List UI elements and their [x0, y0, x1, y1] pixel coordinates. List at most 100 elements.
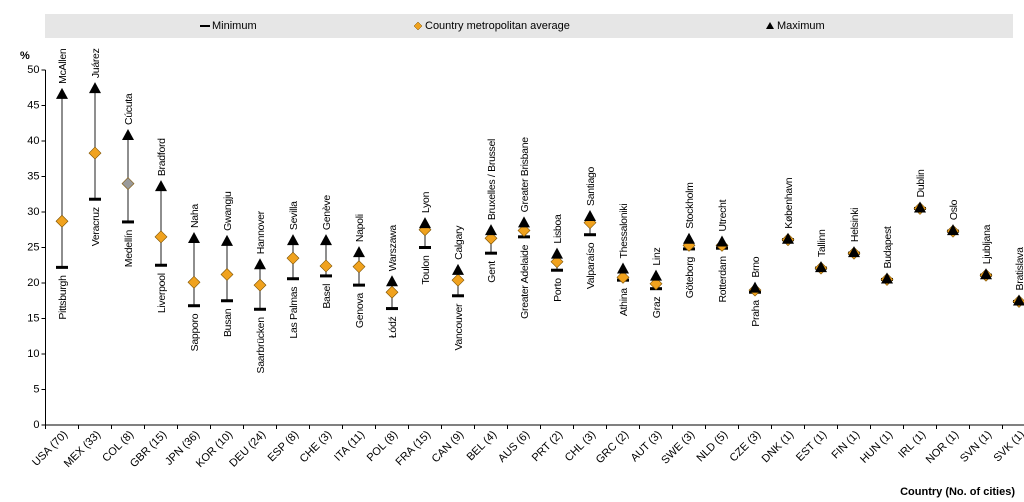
max-mark	[815, 261, 827, 273]
max-city-label: Sevilla	[288, 201, 300, 230]
max-mark	[518, 216, 530, 228]
max-city-label: Bratislava	[1014, 247, 1024, 291]
min-city-label: Vancouver	[453, 303, 465, 351]
min-mark	[155, 263, 167, 267]
max-mark	[56, 87, 68, 99]
min-city-label: Sapporo	[189, 313, 201, 351]
x-tick-label: NOR (1)	[924, 429, 961, 466]
avg-mark	[550, 255, 564, 269]
x-tick-label: GRC (2)	[594, 429, 631, 466]
avg-mark	[649, 277, 663, 291]
min-mark	[188, 304, 200, 308]
min-city-label: Greater Adelaide	[519, 244, 531, 318]
min-city-label: Veracruz	[90, 207, 102, 246]
avg-mark	[616, 270, 630, 284]
max-mark	[749, 281, 761, 293]
y-tick-label: 15	[27, 312, 39, 324]
min-mark	[551, 268, 563, 272]
max-city-label: Thessaloniki	[618, 204, 630, 259]
min-mark	[386, 307, 398, 311]
x-tick-label: CAN (9)	[430, 429, 467, 466]
max-mark	[122, 129, 134, 141]
max-mark	[89, 82, 101, 94]
max-city-label: Bruxelles / Brussel	[486, 139, 498, 220]
min-mark	[320, 274, 332, 278]
max-city-label: Juárez	[90, 48, 102, 78]
x-tick-label: FIN (1)	[829, 429, 862, 462]
min-mark	[254, 307, 266, 311]
avg-mark	[451, 273, 465, 287]
min-city-label: Praha	[750, 300, 762, 327]
max-mark	[353, 246, 365, 258]
x-tick-label: NLD (5)	[694, 429, 730, 465]
avg-mark	[253, 278, 267, 292]
x-tick-label: HUN (1)	[858, 429, 895, 466]
min-city-label: Las Palmas	[288, 287, 300, 339]
max-mark	[485, 224, 497, 236]
min-city-label: Pittsburgh	[57, 275, 69, 320]
max-city-label: Stockholm	[684, 182, 696, 229]
x-tick-label: CHE (3)	[298, 429, 335, 466]
avg-mark	[154, 230, 168, 244]
max-city-label: Bradford	[156, 138, 168, 176]
y-tick-label: 30	[27, 206, 39, 218]
max-city-label: Budapest	[882, 226, 894, 268]
max-city-label: Warszawa	[387, 225, 399, 272]
x-tick-label: SVK (1)	[991, 429, 1024, 465]
min-mark	[122, 220, 134, 224]
legend-label: Maximum	[777, 20, 825, 32]
x-tick-label: CZE (3)	[727, 429, 763, 465]
min-city-label: Athina	[618, 288, 630, 316]
max-city-label: Cúcuta	[123, 93, 135, 125]
avg-mark	[319, 259, 333, 273]
max-city-label: Lisboa	[552, 214, 564, 244]
max-mark	[584, 209, 596, 221]
max-mark	[650, 269, 662, 281]
max-mark	[1013, 294, 1024, 306]
x-tick-label: CHL (3)	[563, 429, 598, 464]
max-mark	[155, 180, 167, 192]
y-tick-label: 10	[27, 348, 39, 360]
max-mark	[551, 247, 563, 259]
y-tick-label: 45	[27, 99, 39, 111]
max-mark	[683, 232, 695, 244]
avg-mark	[517, 224, 531, 237]
avg-mark	[88, 146, 102, 160]
max-mark	[980, 268, 992, 280]
max-mark	[254, 258, 266, 270]
x-tick-label: SVN (1)	[958, 429, 994, 465]
x-tick-label: IRL (1)	[896, 429, 928, 461]
max-mark	[221, 234, 233, 246]
x-tick-label: BEL (4)	[465, 429, 500, 464]
max-mark	[188, 231, 200, 243]
min-mark	[419, 246, 431, 249]
max-city-label: Dublin	[915, 169, 927, 197]
min-mark	[89, 197, 101, 201]
min-city-label: Łódź	[387, 317, 399, 339]
min-city-label: Gent	[486, 261, 498, 283]
y-tick-label: 35	[27, 170, 39, 182]
x-tick-label: DNK (1)	[760, 429, 797, 466]
max-mark	[848, 246, 860, 258]
x-tick-label: DEU (24)	[227, 429, 268, 470]
x-axis-label: Country (No. of cities)	[900, 486, 1015, 498]
avg-mark	[121, 177, 135, 191]
min-city-label: Graz	[651, 297, 663, 319]
min-city-label: Toulon	[420, 255, 432, 285]
max-mark	[452, 263, 464, 275]
x-tick-label: ITA (11)	[332, 429, 367, 464]
max-mark	[881, 272, 893, 284]
min-mark	[485, 251, 497, 255]
max-city-label: Linz	[651, 247, 663, 265]
max-mark	[320, 234, 332, 246]
max-city-label: Gwangju	[222, 191, 234, 231]
max-city-label: Utrecht	[717, 199, 729, 231]
avg-mark	[286, 251, 300, 265]
min-city-label: Valparaíso	[585, 242, 597, 289]
min-mark	[56, 265, 68, 269]
min-city-label: Rotterdam	[717, 256, 729, 303]
min-mark	[221, 299, 233, 303]
max-city-label: Napoli	[354, 214, 366, 242]
legend-label: Country metropolitan average	[425, 20, 570, 32]
min-city-label: Liverpool	[156, 273, 168, 313]
